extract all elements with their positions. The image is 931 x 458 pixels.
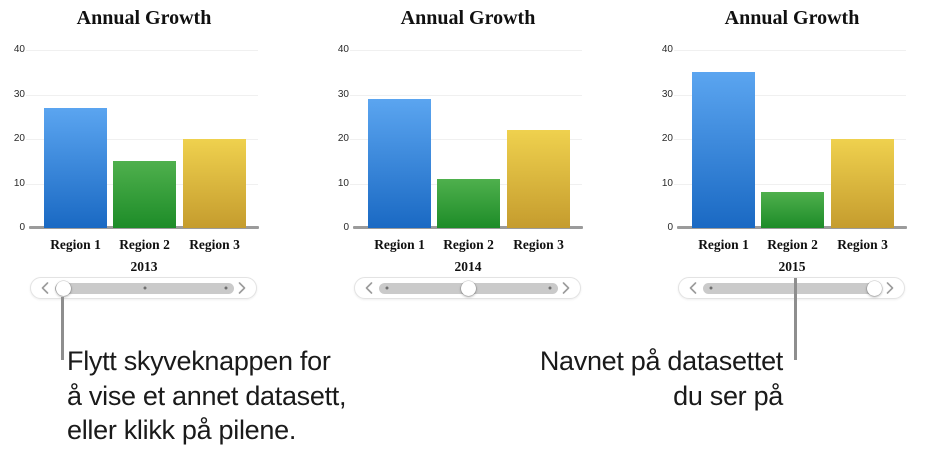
category-label: Region 1	[50, 237, 101, 252]
y-axis-tick-label: 40	[337, 44, 349, 55]
slider-next-arrow-icon[interactable]	[238, 282, 246, 294]
callout-text-move-slider: Flytt skyveknappen for å vise et annet d…	[67, 346, 347, 445]
slider-prev-arrow-icon[interactable]	[689, 282, 697, 294]
category-label: Region 2	[767, 237, 818, 252]
gridline	[674, 183, 906, 185]
chart-title: Annual Growth	[400, 7, 536, 29]
category-label: Region 3	[837, 237, 888, 252]
bar-region-2[interactable]	[113, 161, 176, 228]
gridline	[674, 50, 906, 51]
bar-region-1[interactable]	[692, 72, 755, 228]
slider-next-arrow-icon[interactable]	[886, 282, 894, 294]
callout-text-dataset-name: Navnet på datasettet du ser på	[539, 346, 783, 411]
chart-panel: Annual Growth 0 10 20 30 40 2013 Region 1 Reg…	[0, 0, 300, 310]
chart-panel: Annual Growth 0 10 20 30 40 2015 Region 1 Reg…	[648, 0, 931, 310]
slider-stop-dot	[143, 286, 146, 290]
dataset-year-label: 2015	[778, 259, 806, 274]
y-axis-tick-label: 20	[661, 133, 673, 144]
slider-prev-arrow-icon[interactable]	[41, 282, 49, 294]
gridline	[350, 94, 582, 96]
chart-title: Annual Growth	[76, 7, 212, 29]
y-axis-tick-label: 10	[13, 177, 25, 189]
callout-line-dataset-name	[794, 278, 797, 360]
slider-prev-arrow-icon[interactable]	[365, 282, 373, 294]
y-axis-tick-label: 40	[13, 44, 25, 55]
category-label: Region 2	[443, 237, 494, 252]
gridline	[26, 94, 258, 96]
chart-panel: Annual Growth 0 10 20 30 40 2014 Region 1 Reg…	[324, 0, 624, 310]
bar-region-1[interactable]	[44, 107, 107, 228]
slider-next-arrow-icon[interactable]	[562, 282, 570, 294]
slider-track[interactable]	[703, 280, 882, 296]
y-axis-tick-label: 10	[337, 177, 349, 189]
bar-region-3[interactable]	[507, 130, 570, 228]
gridline	[26, 139, 258, 140]
slider-thumb[interactable]	[461, 280, 476, 296]
slider-stop-dot	[224, 286, 228, 290]
dataset-year-label: 2014	[454, 259, 482, 274]
y-axis-tick-label: 10	[661, 177, 673, 189]
y-axis-tick-label: 0	[19, 222, 25, 233]
y-axis-tick-label: 30	[13, 88, 25, 100]
bar-chart-plot-area: 0 10 20 30 40	[14, 44, 259, 233]
category-label: Region 1	[374, 237, 425, 252]
slider-thumb[interactable]	[866, 280, 882, 296]
slider-track[interactable]	[379, 280, 558, 296]
bar-chart-plot-area: 0 10 20 30 40	[662, 44, 907, 233]
slider-stop-dot	[385, 286, 389, 290]
bar-region-2[interactable]	[437, 179, 500, 228]
dataset-year-label: 2013	[130, 259, 158, 274]
callout-line-slider-thumb	[61, 297, 64, 360]
chart-title: Annual Growth	[724, 7, 860, 29]
bar-region-3[interactable]	[831, 139, 894, 228]
bar-chart-plot-area: 0 10 20 30 40	[338, 44, 583, 233]
dataset-slider[interactable]	[30, 277, 257, 299]
y-axis-tick-label: 20	[337, 133, 349, 144]
gridline	[26, 50, 258, 51]
y-axis-tick-label: 0	[667, 222, 673, 233]
category-label: Region 3	[189, 237, 240, 252]
bar-region-2[interactable]	[761, 192, 824, 228]
slider-stop-dot	[548, 286, 552, 290]
y-axis-tick-label: 30	[661, 88, 673, 100]
category-label: Region 2	[119, 237, 170, 252]
gridline	[350, 50, 582, 51]
gridline	[674, 94, 906, 96]
gridline	[674, 139, 906, 140]
y-axis-tick-label: 0	[343, 222, 349, 233]
dataset-slider[interactable]	[678, 277, 905, 299]
category-label: Region 3	[513, 237, 564, 252]
dataset-slider[interactable]	[354, 277, 581, 299]
y-axis-tick-label: 30	[337, 88, 349, 100]
y-axis-tick-label: 40	[661, 44, 673, 55]
gridline	[350, 139, 582, 140]
y-axis-tick-label: 20	[13, 133, 25, 144]
slider-track[interactable]	[55, 280, 234, 296]
bar-region-3[interactable]	[183, 139, 246, 228]
slider-stop-dot	[709, 286, 713, 290]
category-label: Region 1	[698, 237, 749, 252]
bar-region-1[interactable]	[368, 98, 431, 228]
slider-thumb[interactable]	[55, 280, 71, 296]
